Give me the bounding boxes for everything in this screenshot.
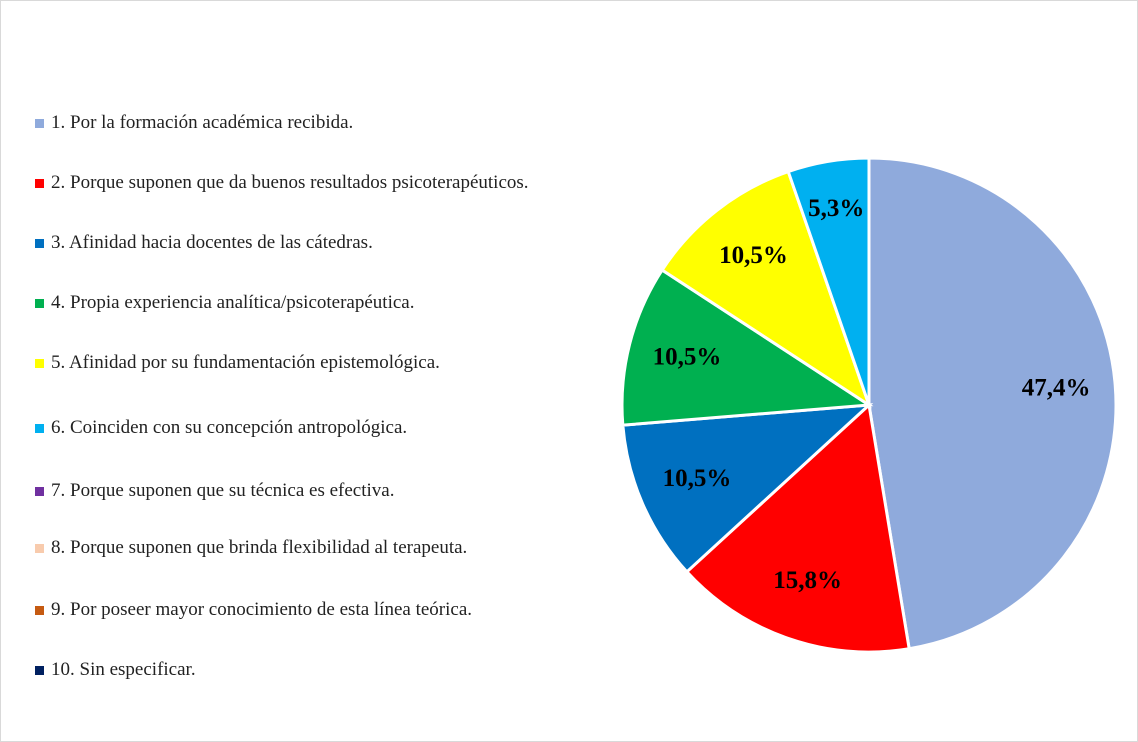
legend-item: 7. Porque suponen que su técnica es efec…: [35, 476, 631, 506]
legend-label: 7. Porque suponen que su técnica es efec…: [51, 480, 395, 501]
legend-label: 1. Por la formación académica recibida.: [51, 112, 354, 133]
legend-item: 4. Propia experiencia analítica/psicoter…: [35, 288, 631, 318]
data-label: 10,5%: [653, 344, 722, 371]
legend-item: 3. Afinidad hacia docentes de las cátedr…: [35, 228, 631, 258]
legend-item: 9. Por poseer mayor conocimiento de esta…: [35, 595, 551, 625]
legend-label: 5. Afinidad por su fundamentación episte…: [51, 352, 440, 373]
legend-swatch: [35, 606, 44, 615]
data-label: 5,3%: [808, 195, 864, 222]
legend-label: 2. Porque suponen que da buenos resultad…: [51, 172, 529, 193]
pie-slice: [620, 267, 874, 427]
legend-item: 1. Por la formación académica recibida.: [35, 108, 631, 138]
data-label: 47,4%: [1022, 374, 1091, 401]
pie-slice: [684, 402, 911, 654]
legend-item: 8. Porque suponen que brinda flexibilida…: [35, 533, 551, 563]
legend-label: 9. Por poseer mayor conocimiento de esta…: [51, 599, 473, 620]
pie-slice: [621, 403, 874, 574]
pie-slice: [660, 169, 872, 409]
legend-item: 6. Coinciden con su concepción antropoló…: [35, 413, 631, 443]
legend-item: 10. Sin especificar.: [35, 655, 631, 685]
legend-swatch: [35, 544, 44, 553]
legend-swatch: [35, 666, 44, 675]
legend-swatch: [35, 359, 44, 368]
data-label: 15,8%: [773, 567, 842, 594]
legend-swatch: [35, 119, 44, 128]
legend-label: 3. Afinidad hacia docentes de las cátedr…: [51, 232, 373, 253]
legend-swatch: [35, 239, 44, 248]
legend-label: 10. Sin especificar.: [51, 659, 196, 680]
legend-swatch: [35, 424, 44, 433]
data-label: 10,5%: [663, 465, 732, 492]
legend-swatch: [35, 299, 44, 308]
data-label: 10,5%: [719, 242, 788, 269]
legend-label: 4. Propia experiencia analítica/psicoter…: [51, 292, 415, 313]
legend-item: 5. Afinidad por su fundamentación episte…: [35, 348, 631, 378]
legend-label: 8. Porque suponen que brinda flexibilida…: [51, 537, 468, 558]
legend-swatch: [35, 487, 44, 496]
legend-label: 6. Coinciden con su concepción antropoló…: [51, 417, 408, 438]
legend-swatch: [35, 179, 44, 188]
pie-slice: [867, 156, 1118, 651]
legend-item: 2. Porque suponen que da buenos resultad…: [35, 168, 551, 198]
pie-slice: [786, 156, 871, 406]
